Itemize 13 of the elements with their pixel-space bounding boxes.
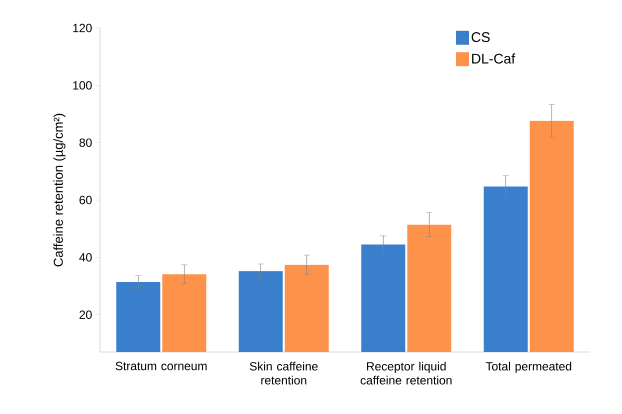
x-tick-label: Stratum corneum <box>116 362 207 370</box>
y-tick-label: 20 <box>80 310 92 319</box>
x-tick-label: Receptor liquid caffeine retention <box>360 362 452 384</box>
y-tick-label: 80 <box>79 138 92 147</box>
legend-label: DL-Caf <box>472 53 516 64</box>
y-tick-label: 40 <box>79 253 92 262</box>
legend-label: CS <box>472 32 490 42</box>
x-tick-label: Skin caffeine retention <box>250 362 318 384</box>
x-tick-label: Total permeated <box>486 362 572 373</box>
y-tick-label: 100 <box>73 81 92 90</box>
y-axis-title: Caffeine retention (µg/cm²) <box>53 114 66 266</box>
y-tick-label: 120 <box>73 24 92 32</box>
y-tick-label: 60 <box>80 196 92 204</box>
